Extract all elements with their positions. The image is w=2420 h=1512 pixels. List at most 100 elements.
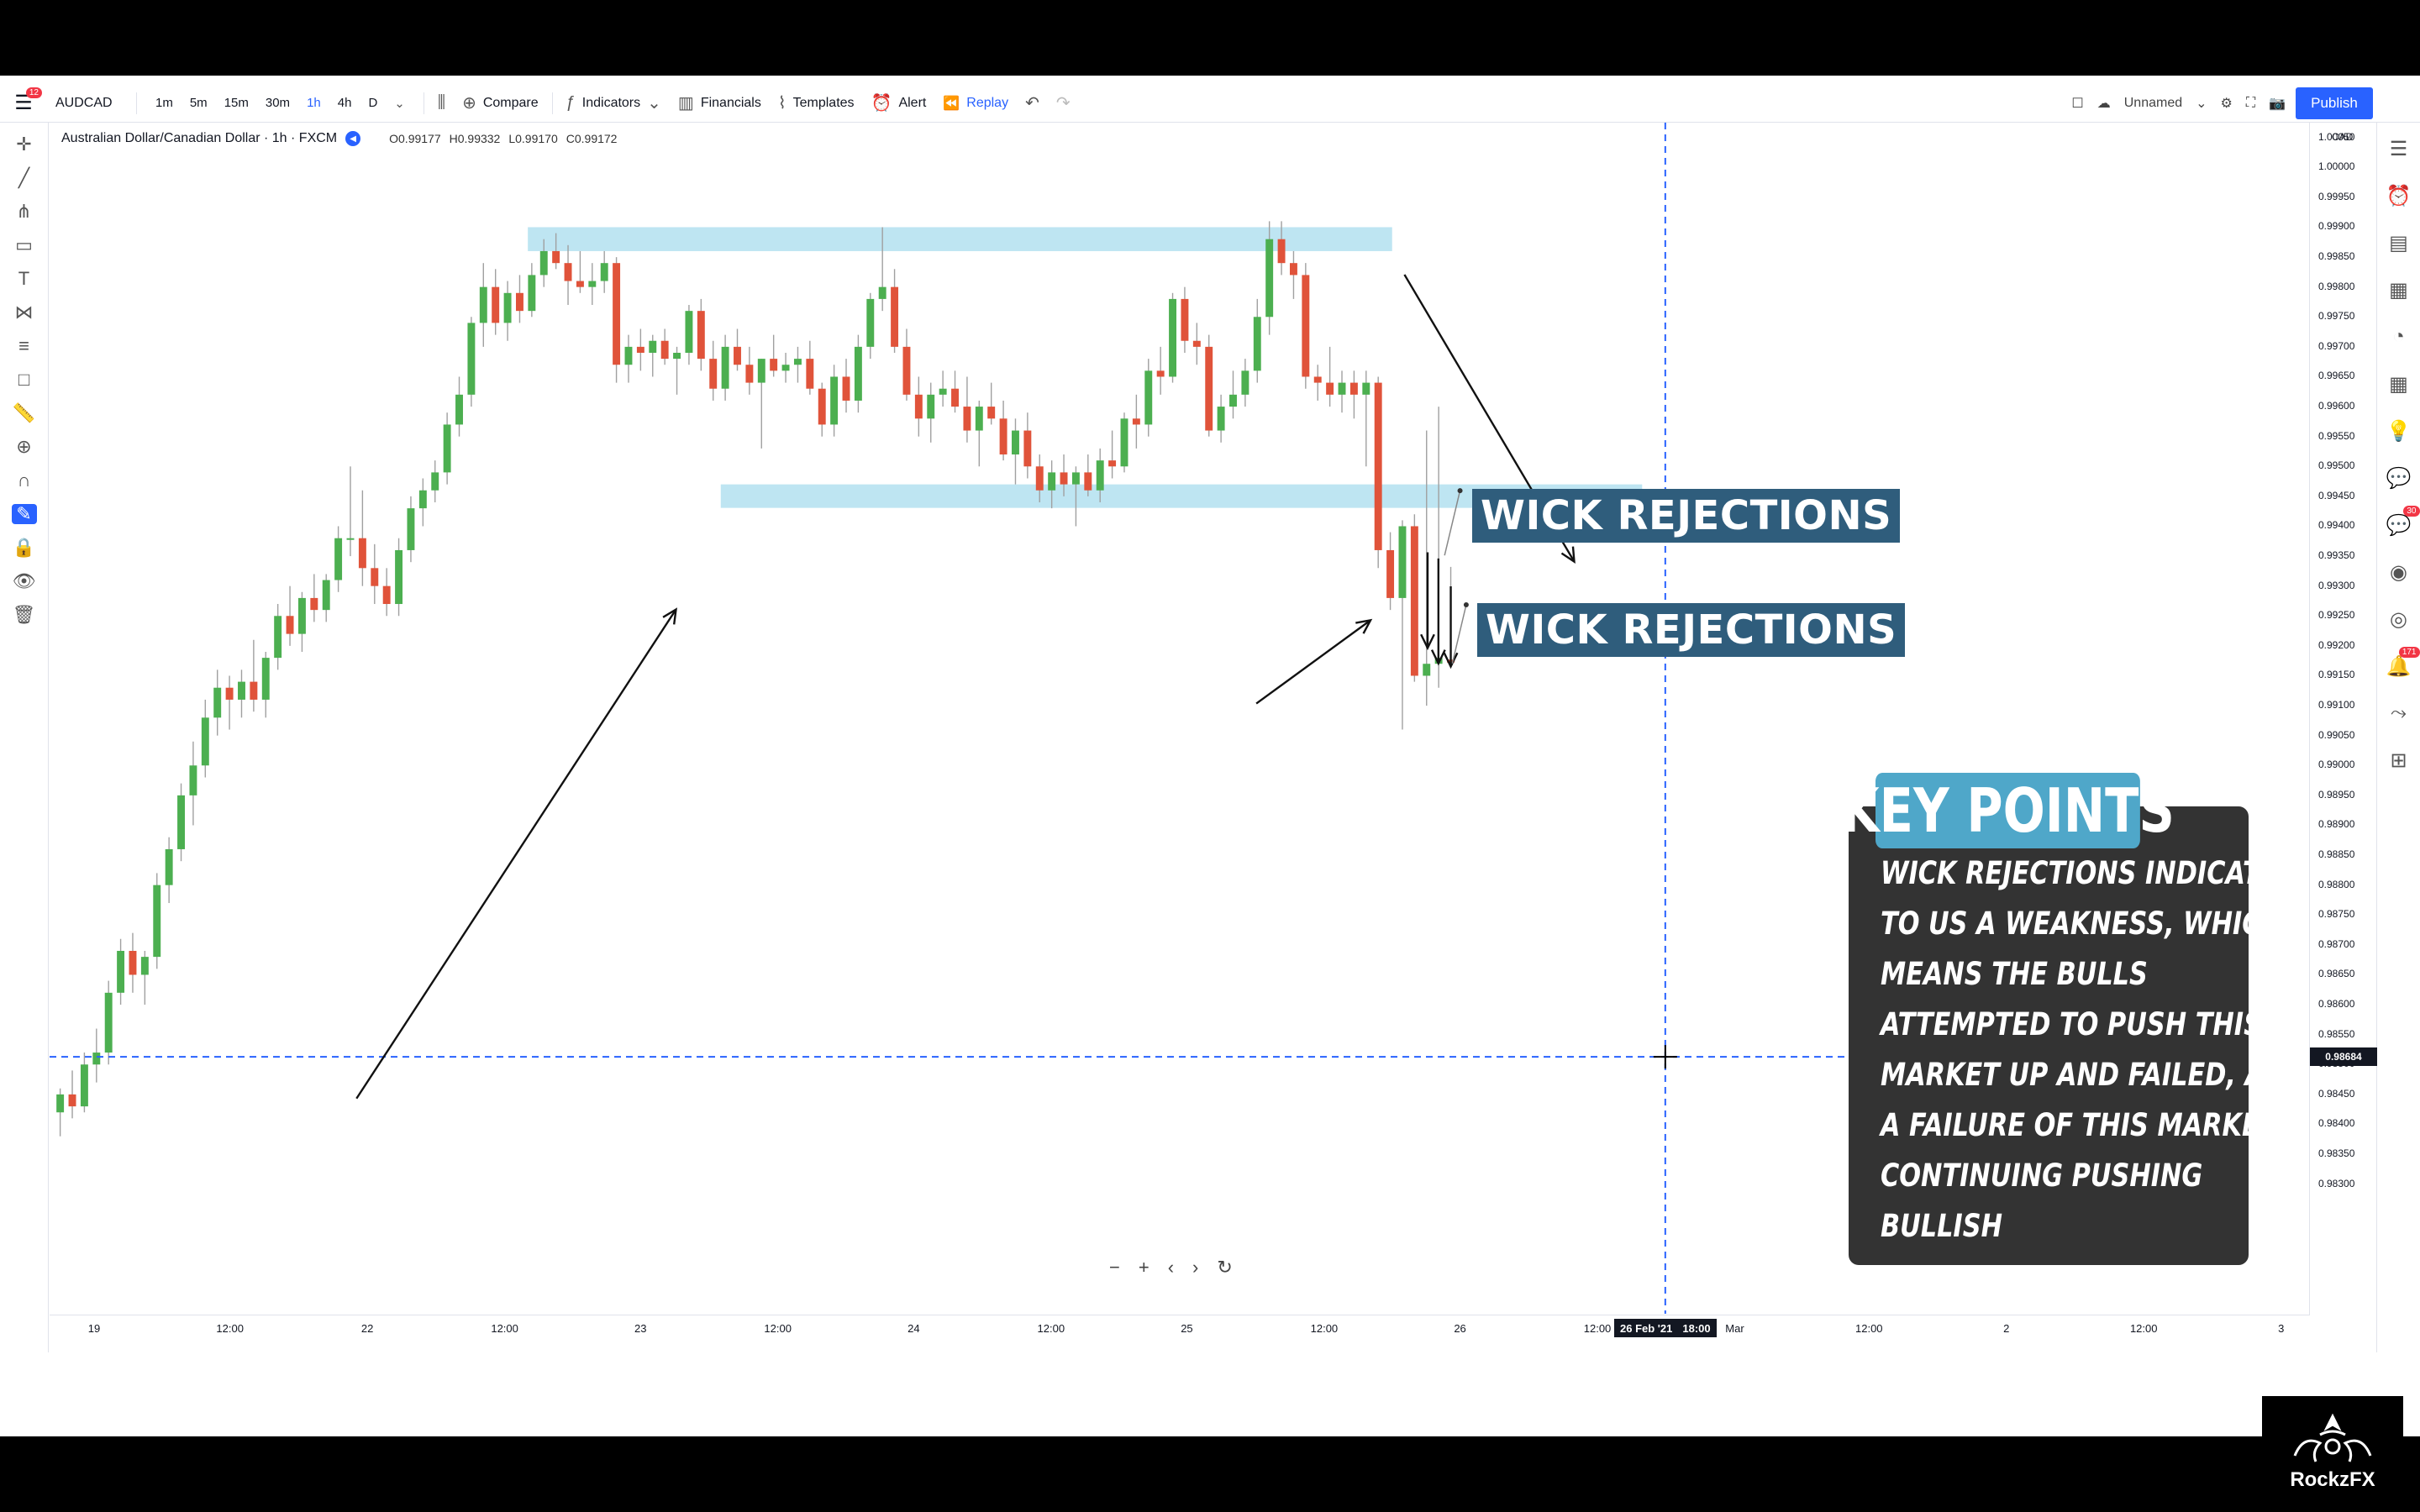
- alert-button[interactable]: ⏰ Alert: [863, 84, 935, 122]
- calendar-icon[interactable]: ▦: [2389, 372, 2408, 396]
- key-points-title: KEY POINTS: [1841, 773, 2175, 848]
- scroll-left-icon[interactable]: ‹: [1167, 1257, 1175, 1278]
- timeframe-5m[interactable]: 5m: [189, 96, 208, 110]
- chart-navigation: − + ‹ › ↻: [1109, 1257, 1233, 1278]
- watchlist-icon[interactable]: ☰: [2389, 137, 2408, 160]
- templates-icon: ⌇: [777, 94, 786, 113]
- candle-body: [649, 340, 657, 353]
- candle-body: [1241, 370, 1249, 395]
- timeframe-4h[interactable]: 4h: [337, 96, 352, 110]
- hotlist-icon[interactable]: ▦: [2389, 278, 2408, 302]
- financials-button[interactable]: ▥ Financials: [670, 84, 770, 122]
- redo-button[interactable]: ↷: [1048, 84, 1079, 122]
- chat-icon[interactable]: 💬: [2386, 466, 2412, 490]
- candle-body: [80, 1064, 88, 1107]
- scroll-right-icon[interactable]: ›: [1192, 1257, 1199, 1278]
- lightbulb-icon[interactable]: 💡: [2386, 419, 2412, 443]
- price-tick: 0.99450: [2318, 489, 2355, 501]
- prediction-icon[interactable]: ≡: [18, 335, 29, 356]
- zoom-out-icon[interactable]: −: [1109, 1257, 1120, 1278]
- rectangle-icon[interactable]: ▭: [15, 234, 33, 255]
- ideas-icon[interactable]: 💬 30: [2385, 506, 2420, 539]
- symbol-search[interactable]: AUDCAD: [55, 95, 113, 110]
- text-icon[interactable]: T: [18, 268, 30, 289]
- pie-icon[interactable]: ◔: [2392, 325, 2405, 348]
- candle-body: [1277, 239, 1286, 264]
- ideas-badge: 30: [2403, 506, 2420, 517]
- magnet-icon[interactable]: ∩: [17, 470, 31, 491]
- chevron-down-icon[interactable]: ⌄: [394, 96, 405, 111]
- eye-icon[interactable]: 👁: [12, 570, 36, 591]
- data-window-icon[interactable]: ▤: [2389, 231, 2408, 255]
- candle-body: [407, 508, 415, 550]
- gear-icon[interactable]: ⚙: [2220, 97, 2233, 111]
- publish-button[interactable]: Publish: [2296, 87, 2373, 119]
- timeframe-15m[interactable]: 15m: [224, 96, 249, 110]
- time-scale[interactable]: 19 12:00 22 12:00 23 12:00 24 12:00 25 12:00 26 12:…: [50, 1315, 2310, 1340]
- crosshair-icon[interactable]: ✛: [16, 134, 32, 155]
- ruler-icon[interactable]: 📏: [12, 402, 36, 423]
- legend-open: O0.99177: [389, 132, 441, 145]
- time-tick: 19: [87, 1322, 101, 1335]
- broadcast-icon[interactable]: ◎: [2390, 607, 2407, 631]
- timeframe-1m[interactable]: 1m: [155, 96, 173, 110]
- candle-body: [636, 346, 644, 353]
- zoom-in-icon[interactable]: ⊕: [16, 436, 32, 457]
- layout-icon[interactable]: ☐: [2071, 97, 2084, 111]
- camera-icon[interactable]: 📷: [2269, 97, 2286, 111]
- undo-button[interactable]: ↶: [1017, 84, 1048, 122]
- menu-button[interactable]: ☰ 12: [0, 84, 47, 122]
- candle-body: [1362, 382, 1370, 395]
- top-toolbar: ☰ 12 AUDCAD 1m 5m 15m 30m 1h 4h D ⌄ ⫼ ⊕ …: [0, 84, 2420, 123]
- chart-type-button[interactable]: ⫼: [429, 84, 454, 122]
- pitchfork-icon[interactable]: ⋔: [16, 201, 32, 222]
- price-tick: 0.98350: [2318, 1147, 2355, 1160]
- retest-arrow-head: [1355, 618, 1373, 634]
- reset-icon[interactable]: ↻: [1217, 1257, 1233, 1278]
- shape-icon[interactable]: □: [18, 369, 30, 390]
- price-scale[interactable]: CAD 1.00050 1.00000 0.99950 0.99900 0.99850 0…: [2309, 123, 2377, 1315]
- candle-body: [1181, 298, 1189, 341]
- candle-body: [1156, 370, 1165, 377]
- trading-icon[interactable]: ⤳: [2390, 701, 2407, 724]
- candle-body: [588, 281, 597, 287]
- templates-button[interactable]: ⌇ Templates: [770, 84, 863, 122]
- replay-button[interactable]: ⏪ Replay: [934, 84, 1017, 122]
- timeframe-1h[interactable]: 1h: [307, 96, 321, 110]
- candle-body: [1265, 239, 1274, 318]
- time-tick: 12:00: [2129, 1322, 2158, 1335]
- candle-body: [552, 250, 560, 264]
- fullscreen-icon[interactable]: ⛶: [2245, 96, 2256, 110]
- lock-icon[interactable]: 🔒: [12, 537, 36, 558]
- candle-body: [310, 597, 318, 611]
- trend-line-icon[interactable]: ╱: [18, 167, 30, 188]
- crosshair-time-label: 26 Feb '21 18:00: [1613, 1319, 1717, 1337]
- dom-icon[interactable]: ⊞: [2390, 748, 2407, 772]
- compare-button[interactable]: ⊕ Compare: [454, 84, 547, 122]
- alert-label: Alert: [898, 95, 927, 110]
- price-tick: 0.99000: [2318, 759, 2355, 771]
- time-tick: Mar: [1725, 1322, 1744, 1335]
- streams-icon[interactable]: ◉: [2390, 560, 2407, 584]
- candle-body: [902, 346, 911, 395]
- timeframe-d[interactable]: D: [368, 96, 378, 110]
- lock-drawing-icon[interactable]: ✎: [11, 503, 37, 524]
- candle-body: [1060, 472, 1068, 485]
- wick-rejections-label-2: WICK REJECTIONS: [1477, 603, 1906, 657]
- price-tick: 0.99400: [2318, 519, 2355, 532]
- candle-body: [177, 795, 185, 849]
- pattern-icon[interactable]: ⋈: [14, 302, 34, 323]
- time-tick: 26: [1454, 1322, 1466, 1335]
- candle-body: [1313, 376, 1322, 383]
- time-tick: 2: [2003, 1322, 2010, 1335]
- indicators-button[interactable]: ƒ Indicators ⌄: [558, 84, 670, 122]
- candle-body: [382, 585, 391, 605]
- notifications-icon[interactable]: 🔔 171: [2385, 647, 2420, 680]
- price-tick: 0.99300: [2318, 579, 2355, 591]
- chevron-down-icon[interactable]: ⌄: [2196, 97, 2207, 111]
- timeframe-30m[interactable]: 30m: [265, 96, 291, 110]
- zoom-in-icon[interactable]: +: [1138, 1257, 1150, 1278]
- layout-name[interactable]: Unnamed: [2123, 96, 2183, 110]
- alarm-clock-icon[interactable]: ⏰: [2386, 184, 2412, 207]
- trash-icon[interactable]: 🗑: [12, 604, 36, 625]
